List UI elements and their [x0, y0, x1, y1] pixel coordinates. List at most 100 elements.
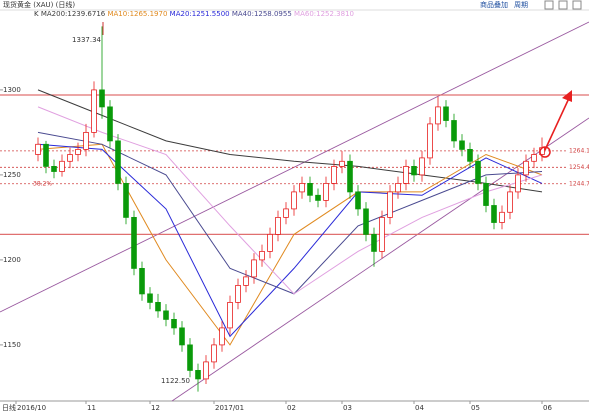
candle-body	[99, 89, 105, 108]
channel-upper	[0, 21, 589, 313]
candle-body	[75, 148, 81, 155]
candle-body	[451, 120, 457, 142]
candle-body	[443, 106, 449, 121]
x-tick-label: 02	[287, 404, 296, 412]
candle-body	[115, 140, 121, 184]
y-tick-label: 1200	[3, 256, 21, 264]
candle-body	[155, 301, 161, 312]
candle-body	[291, 191, 297, 210]
candle-body	[91, 89, 97, 133]
overlay-button[interactable]: 商品叠加	[480, 0, 508, 9]
candle-body	[147, 293, 153, 303]
candle-body	[403, 165, 409, 184]
icon[interactable]	[558, 0, 568, 10]
candle-body	[179, 327, 185, 346]
markers	[102, 22, 572, 158]
candle-body	[395, 182, 401, 193]
level-label: 1264.14	[569, 147, 589, 154]
ma-line	[37, 143, 543, 346]
ma-line	[37, 89, 543, 193]
icon[interactable]	[544, 0, 554, 10]
candle-body	[339, 160, 345, 167]
candle-body	[83, 131, 89, 150]
candle-body	[499, 211, 505, 223]
candle-body	[459, 140, 465, 150]
x-tick-label: 2017/01	[215, 404, 244, 412]
candle-body	[371, 233, 377, 252]
candle-body	[203, 361, 209, 380]
candle-body	[307, 182, 313, 196]
candle-body	[251, 259, 257, 278]
plot-area: 1150 1200 1250 1300 1264.14 1254.47 1244.79 38.…	[0, 26, 589, 392]
icon[interactable]	[572, 0, 582, 10]
candle-body	[195, 369, 201, 380]
fib-label: 38.2%	[33, 180, 52, 187]
candle-body	[379, 216, 385, 252]
chart-title: 现货黄金 (XAU) (日线)	[3, 0, 75, 9]
candle-body	[299, 182, 305, 193]
candle-body	[235, 284, 241, 303]
period-button[interactable]: 周期	[514, 1, 528, 9]
y-tick-label: 1150	[3, 341, 21, 349]
candle-body	[171, 318, 177, 329]
candle-body	[123, 182, 129, 218]
x-axis-label: 日线	[2, 403, 16, 412]
x-tick-label: 06	[543, 404, 552, 412]
candle-body	[219, 327, 225, 346]
candle-body	[131, 216, 137, 269]
candle-body	[347, 160, 353, 193]
high-label: 1337.34	[72, 36, 101, 44]
arrow-shaft	[544, 95, 571, 151]
candle-body	[43, 143, 49, 167]
ma-line	[37, 143, 543, 338]
candle-body	[35, 143, 41, 155]
channel-lower	[171, 117, 589, 402]
candle-body	[467, 148, 473, 162]
level-label: 1244.79	[569, 180, 589, 187]
candle-body	[227, 301, 233, 329]
x-tick-label: 03	[343, 404, 352, 412]
legend-entry: MA10:1265.1970	[107, 10, 167, 18]
x-tick-label: 12	[151, 404, 160, 412]
x-tick-label: 05	[471, 404, 480, 412]
candle-body	[59, 160, 65, 172]
candle-body	[275, 216, 281, 235]
candle-body	[523, 160, 529, 176]
ma-line	[37, 106, 543, 295]
legend-entry: MA200:1239.6716	[41, 10, 106, 18]
candle-body	[163, 310, 169, 320]
candle-body	[411, 165, 417, 176]
x-tick-label: 04	[415, 404, 424, 412]
legend-entry: MA40:1258.0955	[232, 10, 292, 18]
legend: K MA200:1239.6716 MA10:1265.1970 MA20:12…	[34, 10, 354, 18]
candle-body	[355, 191, 361, 210]
candle-body	[67, 154, 73, 162]
candle-body	[515, 174, 521, 193]
candle-body	[475, 160, 481, 184]
candle-body	[283, 208, 289, 218]
candle-body	[419, 157, 425, 176]
x-tick-label: 11	[87, 404, 96, 412]
candle-body	[259, 250, 265, 261]
candle-body	[435, 106, 441, 125]
candle-body	[107, 106, 113, 142]
highlight-circle	[539, 146, 551, 158]
candle-body	[51, 165, 57, 172]
candle-body	[387, 191, 393, 218]
candle-body	[187, 344, 193, 371]
legend-entry: MA60:1252.3810	[294, 10, 354, 18]
candle-body	[427, 123, 433, 159]
y-tick-label: 1300	[3, 86, 21, 94]
candle-body	[331, 165, 337, 184]
level-label: 1254.47	[569, 164, 589, 171]
candle-body	[323, 182, 329, 201]
arrow-head	[562, 90, 572, 102]
x-tick-label: 2016/10	[17, 404, 46, 412]
candle-body	[483, 182, 489, 206]
candle-body	[491, 205, 497, 223]
candle-body	[363, 208, 369, 235]
window-icons	[544, 0, 582, 10]
candle-body	[267, 233, 273, 252]
low-label: 1122.50	[161, 377, 190, 385]
candle-body	[507, 191, 513, 213]
